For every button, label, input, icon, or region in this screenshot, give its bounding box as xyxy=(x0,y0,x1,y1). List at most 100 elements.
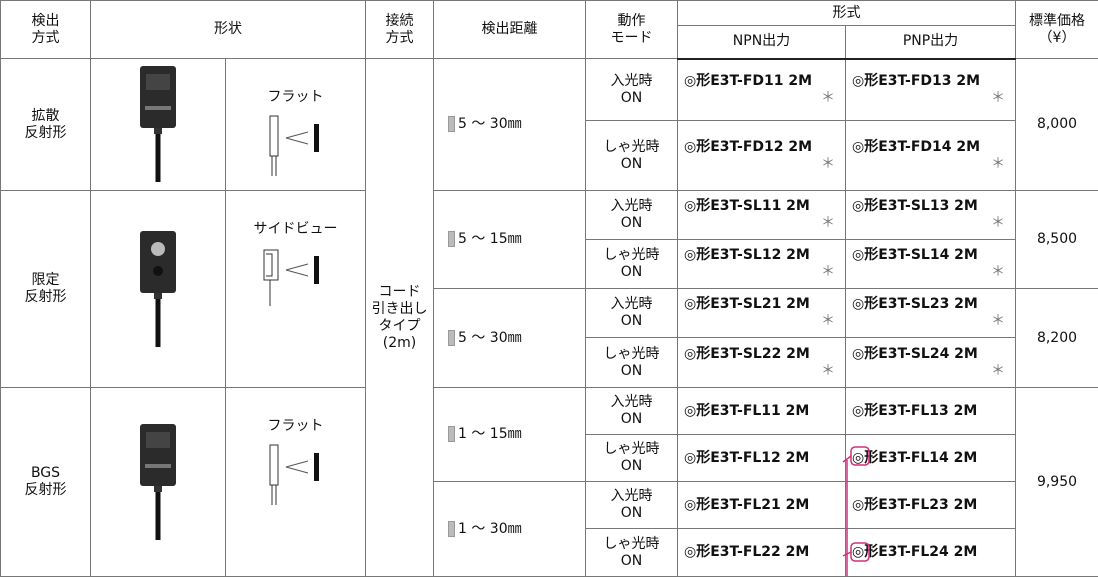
model-text: ◎形E3T-FD14 2M xyxy=(852,139,980,155)
note-mark: ＊ xyxy=(852,264,1015,281)
header-text: 接続 xyxy=(366,13,433,30)
mode-text: ON xyxy=(586,264,677,281)
method-text: 反射形 xyxy=(1,125,90,142)
mode-text: ON xyxy=(586,363,677,380)
price-text: 8,500 xyxy=(1037,231,1077,247)
method-text: 反射形 xyxy=(1,482,90,499)
note-mark: ＊ xyxy=(852,90,1015,107)
pnp-cell: ◎形E3T-FL13 2M xyxy=(846,388,1016,435)
note-mark: ＊ xyxy=(684,215,845,232)
note-mark: ＊ xyxy=(852,215,1015,232)
model-text: ◎形E3T-FL23 2M xyxy=(852,497,977,513)
mode-text: しゃ光時 xyxy=(586,247,677,264)
range-bar xyxy=(448,521,455,537)
pnp-cell: ◎形E3T-FL14 2M xyxy=(846,435,1016,482)
header-text: 標準価格 xyxy=(1016,13,1098,30)
distance-cell: 5 ～ 30㎜ xyxy=(434,59,586,191)
shape-cell: フラット xyxy=(226,59,366,191)
mode-text: 入光時 xyxy=(586,73,677,90)
header-text: 検出 xyxy=(1,13,90,30)
connection-text: (2m) xyxy=(366,335,433,352)
mode-text: 入光時 xyxy=(586,198,677,215)
header-text: 形式 xyxy=(833,5,861,21)
model-text: ◎形E3T-SL13 2M xyxy=(852,198,978,214)
mode-text: ON xyxy=(586,156,677,173)
npn-cell: ◎形E3T-FL22 2M xyxy=(678,529,846,577)
method-cell: 限定反射形 xyxy=(1,191,91,388)
shape-label: フラット xyxy=(226,89,365,106)
distance-cell: 5 ～ 15㎜ xyxy=(434,191,586,289)
distance-text: 5 ～ 30㎜ xyxy=(458,116,522,132)
npn-cell: ◎形E3T-FD11 2M＊ xyxy=(678,59,846,121)
note-mark: ＊ xyxy=(852,156,1015,173)
note-mark: ＊ xyxy=(684,90,845,107)
pnp-cell: ◎形E3T-SL23 2M＊ xyxy=(846,289,1016,338)
shape-diagram xyxy=(256,112,336,178)
model-text: ◎形E3T-FL11 2M xyxy=(684,403,809,419)
header-cell: 形状 xyxy=(91,1,366,59)
method-text: 反射形 xyxy=(1,289,90,306)
sensor-image xyxy=(128,62,188,182)
npn-cell: ◎形E3T-SL11 2M＊ xyxy=(678,191,846,240)
price-cell: 8,500 xyxy=(1016,191,1098,289)
mode-text: ON xyxy=(586,215,677,232)
note-mark: ＊ xyxy=(684,264,845,281)
header-text: 方式 xyxy=(366,30,433,47)
header-text: 形状 xyxy=(214,21,242,37)
header-text: （¥） xyxy=(1016,30,1098,47)
pnp-cell: ◎形E3T-SL24 2M＊ xyxy=(846,338,1016,388)
distance-cell: 5 ～ 30㎜ xyxy=(434,289,586,388)
note-mark: ＊ xyxy=(684,156,845,173)
npn-cell: ◎形E3T-SL21 2M＊ xyxy=(678,289,846,338)
model-text: ◎形E3T-FL24 2M xyxy=(852,544,977,560)
header-cell: 接続方式 xyxy=(366,1,434,59)
npn-cell: ◎形E3T-SL12 2M＊ xyxy=(678,240,846,289)
mode-text: ON xyxy=(586,313,677,330)
npn-cell: ◎形E3T-SL22 2M＊ xyxy=(678,338,846,388)
pnp-cell: ◎形E3T-FL24 2M xyxy=(846,529,1016,577)
pnp-cell: ◎形E3T-FD14 2M＊ xyxy=(846,121,1016,191)
model-text: ◎形E3T-SL22 2M xyxy=(684,346,810,362)
npn-cell: ◎形E3T-FL12 2M xyxy=(678,435,846,482)
distance-text: 5 ～ 15㎜ xyxy=(458,231,522,247)
pnp-cell: ◎形E3T-FL23 2M xyxy=(846,482,1016,529)
shape-label: フラット xyxy=(226,418,365,435)
model-text: ◎形E3T-FD12 2M xyxy=(684,139,812,155)
shape-diagram xyxy=(256,441,336,507)
image-cell xyxy=(91,388,226,577)
price-cell: 9,950 xyxy=(1016,388,1098,577)
mode-text: 入光時 xyxy=(586,488,677,505)
header-text: PNP出力 xyxy=(903,33,958,49)
method-text: BGS xyxy=(1,465,90,482)
distance-cell: 1 ～ 15㎜ xyxy=(434,388,586,482)
method-text: 拡散 xyxy=(1,108,90,125)
sensor-image xyxy=(128,420,188,540)
distance-text: 1 ～ 30㎜ xyxy=(458,521,522,537)
shape-cell: サイドビュー xyxy=(226,191,366,388)
mode-text: ON xyxy=(586,553,677,570)
model-text: ◎形E3T-SL12 2M xyxy=(684,247,810,263)
header-cell: 標準価格（¥） xyxy=(1016,1,1098,59)
mode-text: 入光時 xyxy=(586,296,677,313)
mode-text: ON xyxy=(586,411,677,428)
model-text: ◎形E3T-FL21 2M xyxy=(684,497,809,513)
model-text: ◎形E3T-SL11 2M xyxy=(684,198,810,214)
header-text: NPN出力 xyxy=(733,33,790,49)
header-cell: 動作モード xyxy=(586,1,678,59)
model-text: ◎形E3T-FL22 2M xyxy=(684,544,809,560)
mode-text: ON xyxy=(586,90,677,107)
distance-text: 5 ～ 30㎜ xyxy=(458,330,522,346)
pnp-cell: ◎形E3T-FD13 2M＊ xyxy=(846,59,1016,121)
range-bar xyxy=(448,426,455,442)
price-cell: 8,200 xyxy=(1016,289,1098,388)
mode-text: しゃ光時 xyxy=(586,536,677,553)
mode-text: 入光時 xyxy=(586,394,677,411)
header-cell: 検出方式 xyxy=(1,1,91,59)
